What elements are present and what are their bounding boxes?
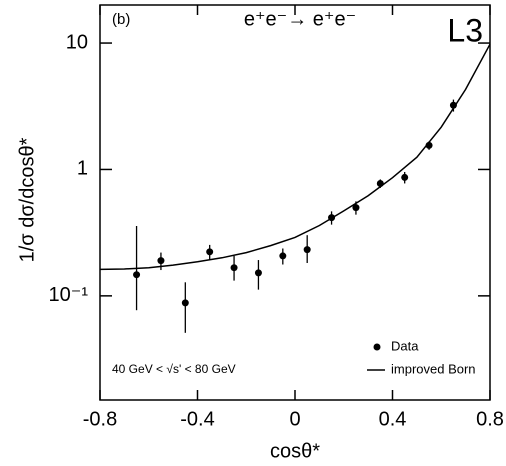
x-tick-label: 0.8 (476, 408, 504, 430)
x-axis-label: cosθ* (270, 440, 320, 462)
data-point (230, 264, 238, 272)
data-point (303, 246, 311, 254)
plot-frame (99, 4, 491, 401)
data-point (157, 257, 165, 265)
y-tick-label: 10⁻¹ (49, 284, 89, 306)
y-axis-label: 1/σ dσ/dcosθ* (16, 137, 38, 262)
data-point (133, 271, 141, 279)
annotation: 40 GeV < √s' < 80 GeV (112, 362, 236, 376)
data-point (254, 269, 262, 277)
x-tick-label: -0.4 (180, 408, 214, 430)
y-tick-label: 1 (77, 158, 88, 180)
legend-label: improved Born (391, 361, 476, 376)
chart-title: e⁺e⁻→ e⁺e⁻ (244, 8, 356, 30)
data-point (206, 248, 214, 256)
x-tick-label: -0.8 (83, 408, 117, 430)
x-tick-label: 0 (289, 408, 300, 430)
y-tick-label: 10 (66, 31, 88, 53)
legend-marker (373, 343, 381, 351)
model-curve (99, 43, 491, 271)
data-point (181, 299, 189, 307)
panel-label: (b) (112, 11, 130, 28)
experiment-label: L3 (447, 12, 483, 48)
data-point (279, 252, 287, 260)
x-tick-label: 0.4 (379, 408, 407, 430)
legend-label: Data (391, 338, 419, 353)
data-point (449, 101, 457, 109)
data-point (401, 173, 409, 181)
data-point (352, 204, 360, 212)
